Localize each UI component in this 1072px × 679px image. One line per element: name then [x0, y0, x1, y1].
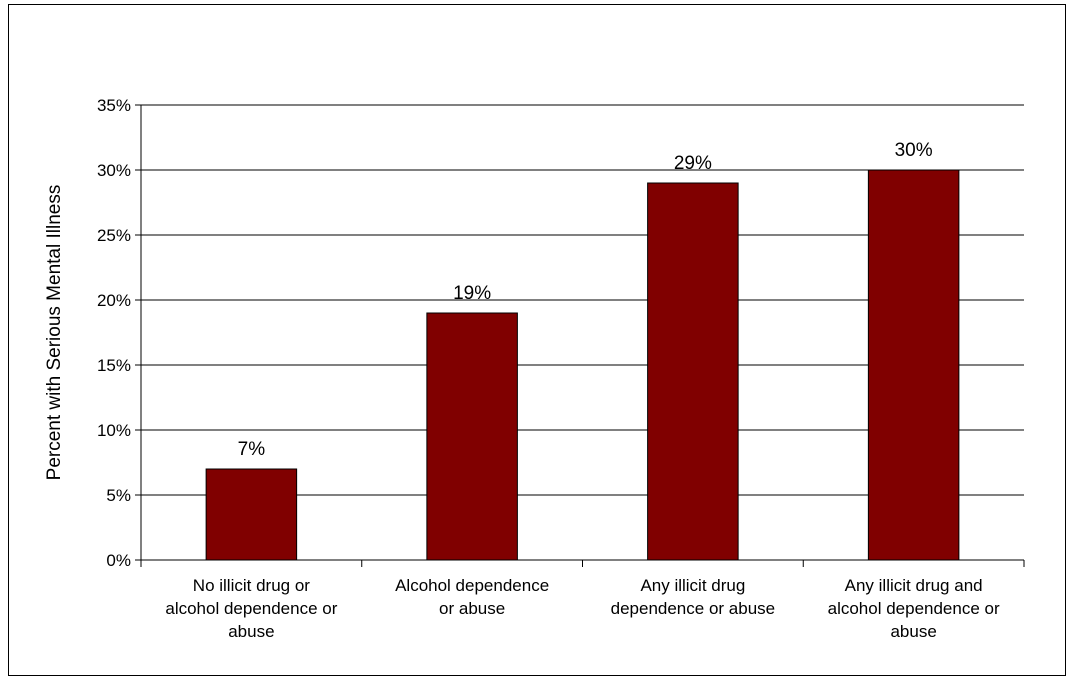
- category-label-line: Any illicit drug: [640, 576, 745, 595]
- x-axis-ticks: [140, 560, 1025, 567]
- category-label-line: Alcohol dependence: [395, 576, 549, 595]
- category-label-line: or abuse: [439, 599, 505, 618]
- data-labels: 7% 19% 29% 30%: [238, 140, 933, 460]
- bar: [647, 182, 739, 561]
- bar: [867, 169, 960, 561]
- data-label: 29%: [674, 153, 712, 174]
- category-label-line: dependence or abuse: [611, 599, 775, 618]
- y-tick-label: 35%: [97, 96, 131, 115]
- data-label: 19%: [453, 283, 491, 304]
- category-label: Any illicit drug and alcohol dependence o…: [828, 576, 1000, 641]
- category-label: Alcohol dependence or abuse: [395, 576, 549, 618]
- y-tick-label: 30%: [97, 161, 131, 180]
- category-label-line: alcohol dependence or: [828, 599, 1000, 618]
- bar: [205, 468, 298, 561]
- data-label: 7%: [238, 439, 266, 460]
- y-tick-label: 20%: [97, 291, 131, 310]
- category-label-line: abuse: [890, 622, 936, 641]
- category-label-line: abuse: [228, 622, 274, 641]
- y-tick-label: 25%: [97, 226, 131, 245]
- gridlines: [141, 104, 1024, 496]
- bar-chart: 0% 5% 10% 15% 20% 25% 30% 35% 7% 19% 29% 30% No il…: [44, 96, 1025, 641]
- y-tick-label: 0%: [106, 551, 131, 570]
- bar: [426, 312, 518, 561]
- category-label-line: Any illicit drug and: [845, 576, 983, 595]
- y-tick-label: 10%: [97, 421, 131, 440]
- y-tick-label: 5%: [106, 486, 131, 505]
- chart-frame: 0% 5% 10% 15% 20% 25% 30% 35% 7% 19% 29% 30% No il…: [8, 4, 1066, 676]
- category-label: Any illicit drug dependence or abuse: [611, 576, 775, 618]
- category-label: No illicit drug or alcohol dependence or a…: [165, 576, 337, 641]
- category-labels: No illicit drug or alcohol dependence or a…: [165, 576, 1000, 641]
- category-label-line: alcohol dependence or: [165, 599, 337, 618]
- data-label: 30%: [895, 140, 933, 161]
- y-tick-label: 15%: [97, 356, 131, 375]
- y-axis-title: Percent with Serious Mental Illness: [44, 185, 65, 481]
- bars: [205, 169, 960, 561]
- category-label-line: No illicit drug or: [193, 576, 310, 595]
- y-axis-ticks: 0% 5% 10% 15% 20% 25% 30% 35%: [97, 96, 141, 570]
